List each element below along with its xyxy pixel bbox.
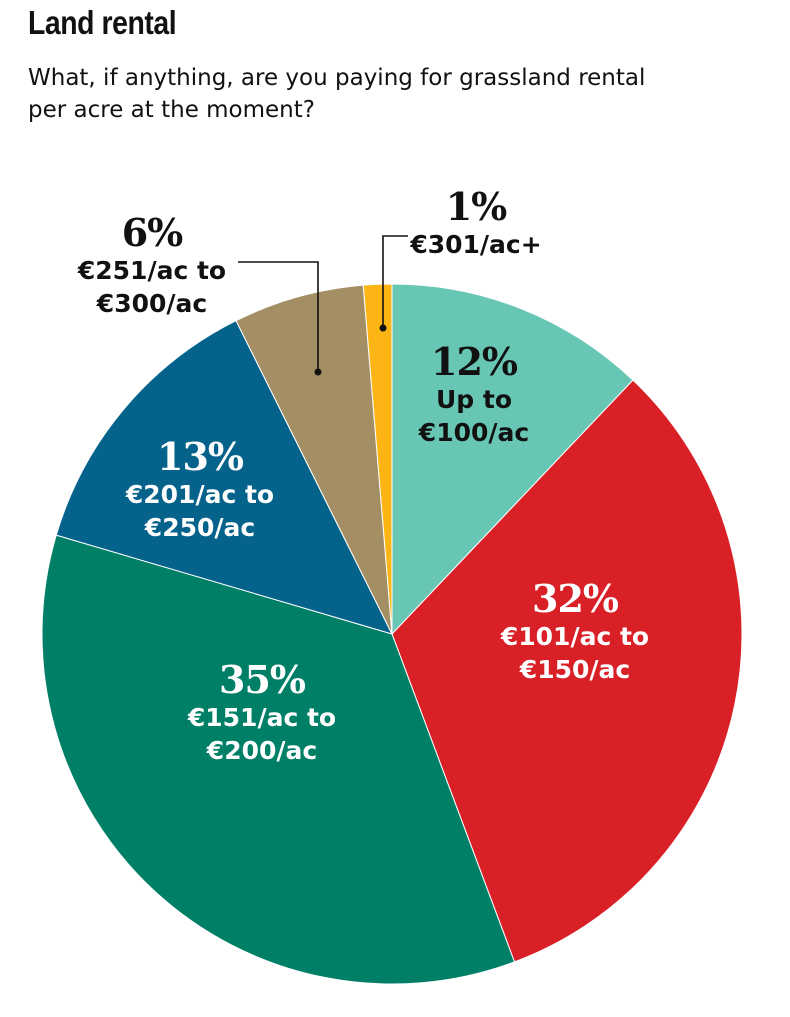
slice-label-s5-line-1: €251/ac to [77, 256, 226, 285]
chart-subtitle: What, if anything, are you paying for gr… [28, 62, 728, 126]
leader-line-s6 [382, 235, 408, 328]
pie-slice-s3 [41, 534, 516, 985]
slice-percent-s2: 32% [532, 576, 619, 621]
subtitle-line-2: per acre at the moment? [28, 97, 315, 123]
slice-label-s4-line-2: €250/ac [144, 513, 255, 542]
leader-dot-s6 [379, 324, 387, 332]
slice-label-s2-line-1: €101/ac to [500, 622, 649, 651]
slice-percent-s3: 35% [219, 657, 306, 702]
pie-slice-s1 [391, 283, 634, 636]
slice-percent-s6: 1% [446, 184, 507, 229]
pie-slice-s2 [391, 379, 743, 963]
chart-title: Land rental [28, 4, 177, 41]
leader-dot-s5 [314, 368, 322, 376]
leader-line-s5 [238, 261, 319, 372]
slice-percent-s1: 12% [431, 339, 518, 384]
slice-percent-s4: 13% [157, 434, 244, 479]
pie-slice-s4 [55, 320, 393, 635]
slice-label-s1-line-2: €100/ac [418, 418, 529, 447]
slice-label-s3-line-2: €200/ac [206, 736, 317, 765]
pie-slice-s6 [362, 283, 393, 635]
pie-slices [41, 283, 743, 985]
slice-label-s3-line-1: €151/ac to [187, 703, 336, 732]
subtitle-line-1: What, if anything, are you paying for gr… [28, 65, 646, 91]
slice-label-s1-line-1: Up to [436, 385, 512, 414]
slice-percent-s5: 6% [122, 210, 183, 255]
slice-label-s2-line-2: €150/ac [519, 655, 630, 684]
slice-label-s4-line-1: €201/ac to [125, 480, 274, 509]
pie-slice-s5 [235, 284, 393, 635]
slice-label-s5-line-2: €300/ac [96, 289, 207, 318]
slice-label-s6-line-1: €301/ac+ [409, 230, 541, 259]
slice-labels: 12%Up to €100/ac 32%€101/ac to €150/ac 35%€1… [77, 184, 649, 765]
leader-lines [238, 235, 408, 376]
